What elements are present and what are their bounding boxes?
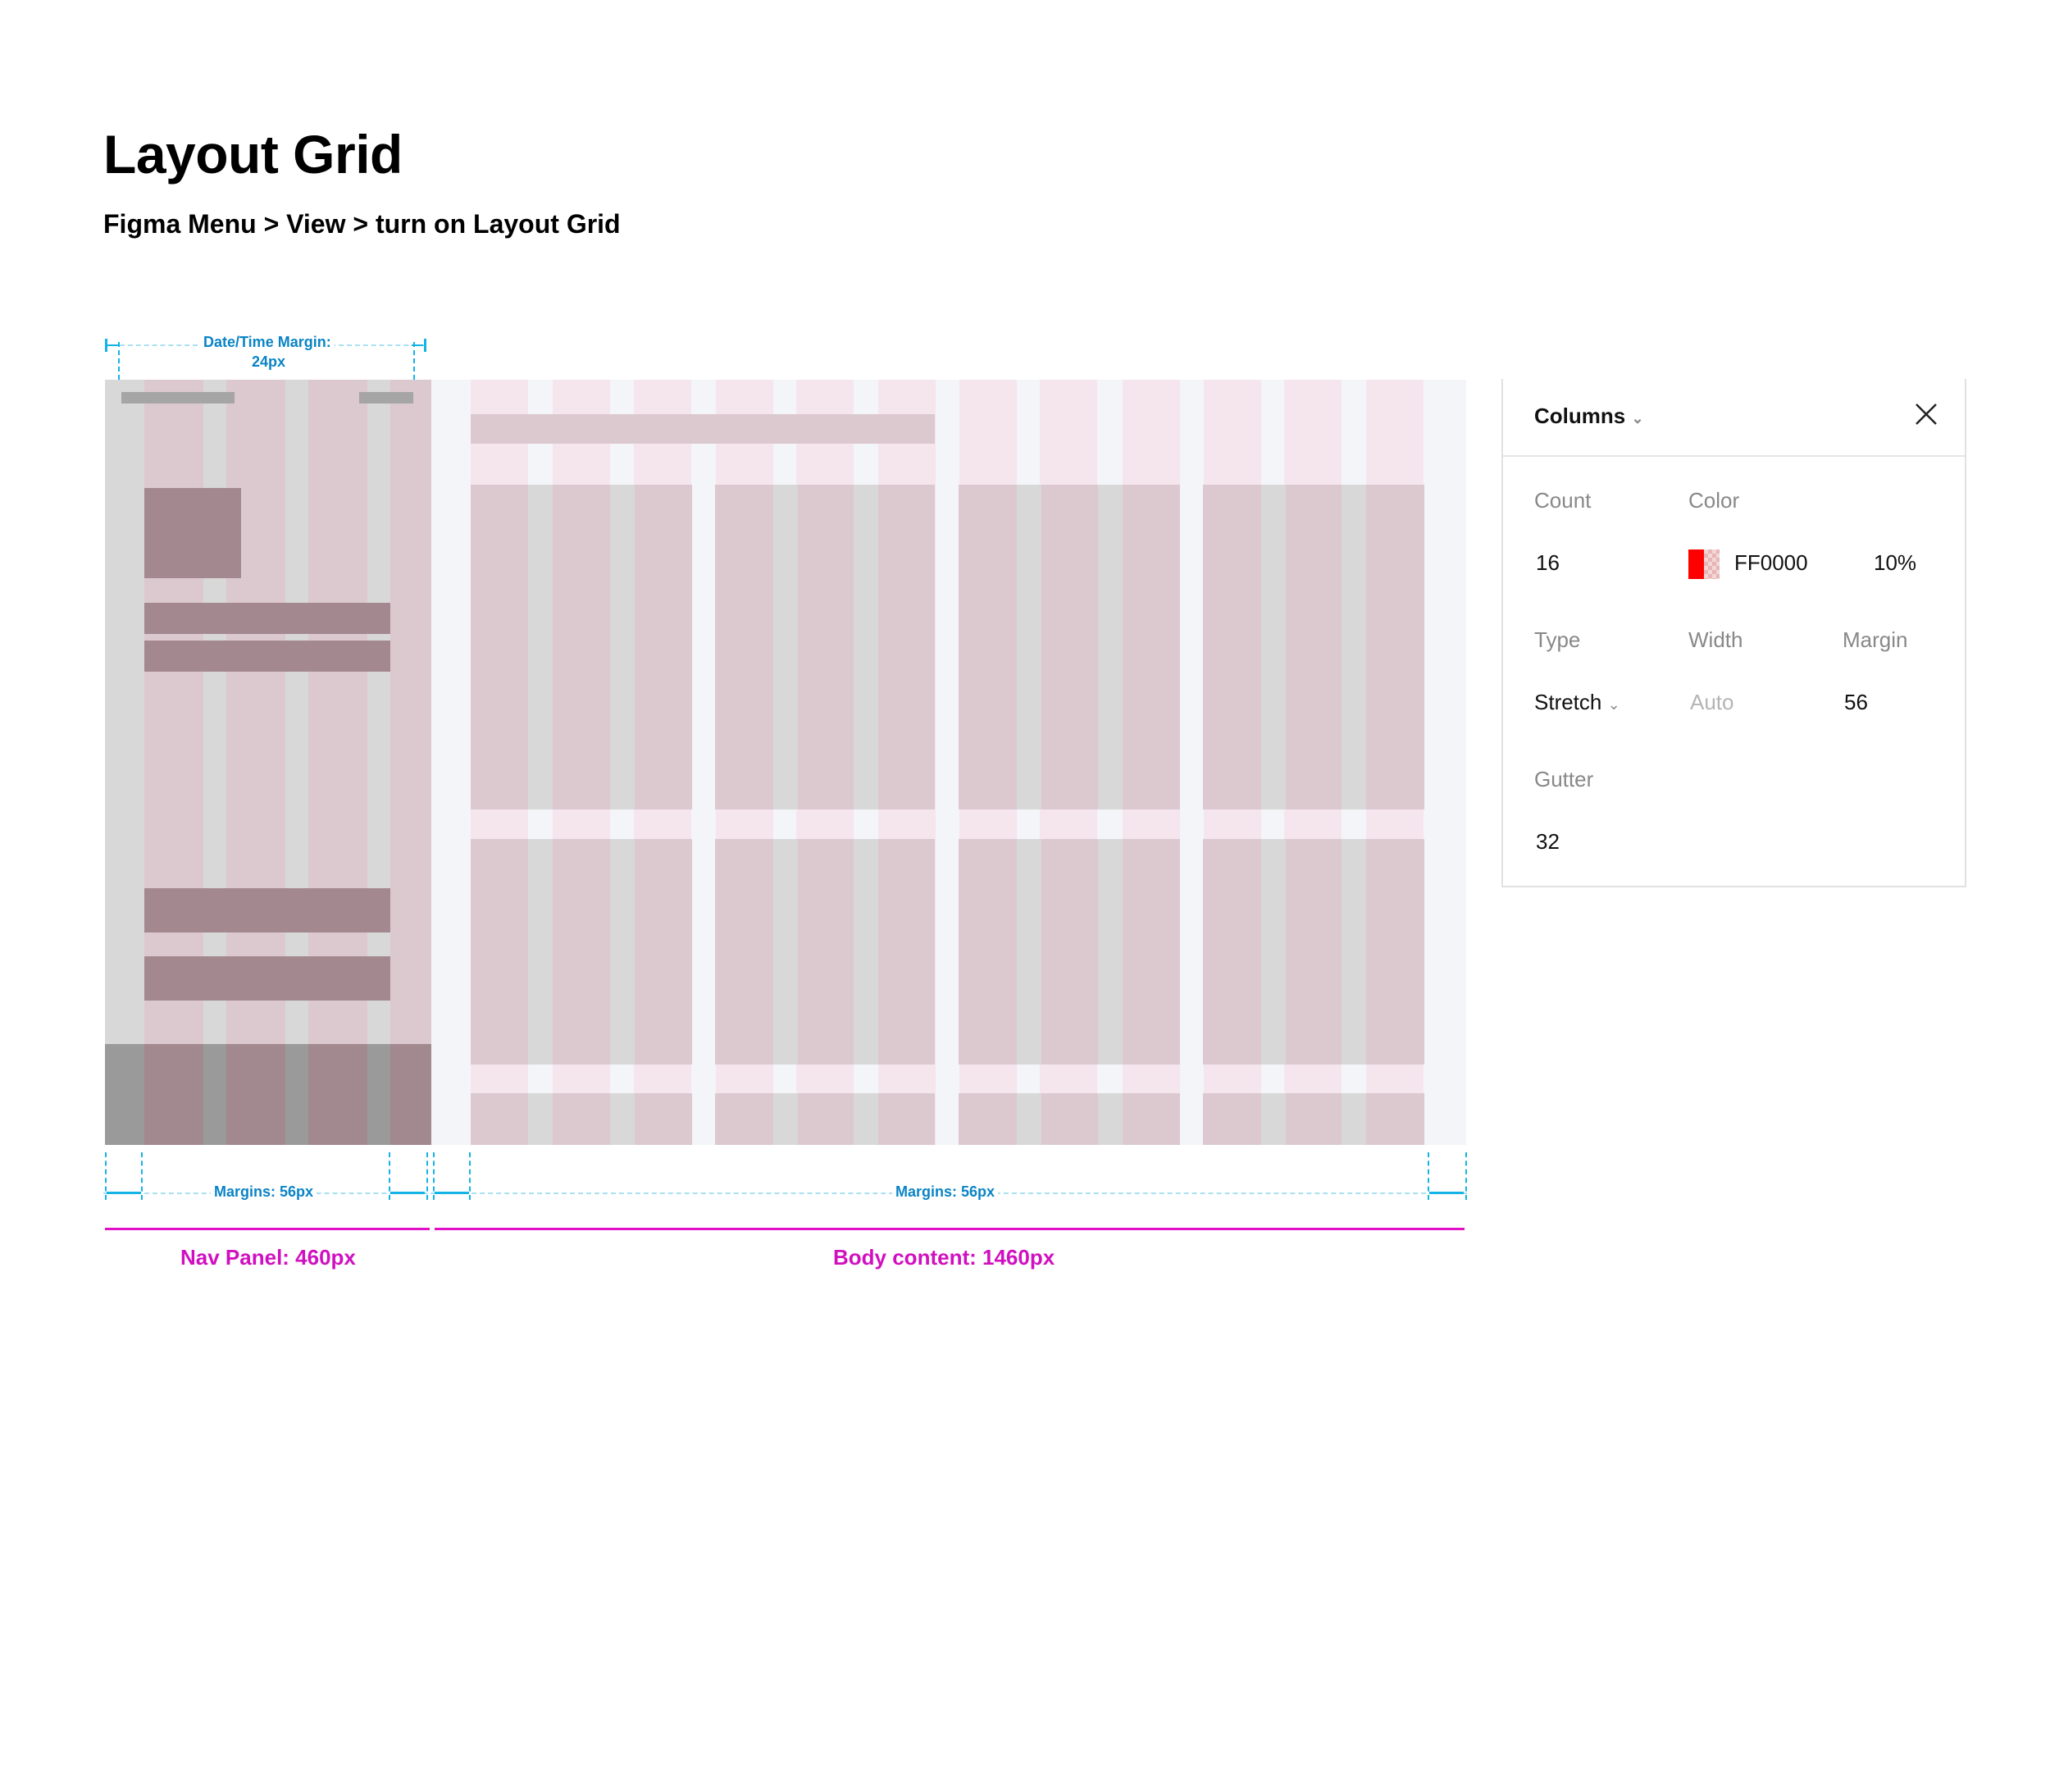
page-title: Layout Grid [103, 124, 403, 185]
nav-gutter [285, 380, 308, 1145]
type-dropdown[interactable]: Stretch ⌄ [1534, 690, 1620, 715]
datetime-margin-value: 24px [248, 353, 289, 371]
color-opacity-input[interactable]: 10% [1874, 550, 1917, 575]
body-width-line [435, 1228, 1465, 1230]
nav-item-placeholder [144, 888, 390, 932]
nav-margin-column [105, 380, 144, 1145]
margins-annotation: Margins: 56px Margins: 56px [103, 1152, 1469, 1202]
page-subtitle: Figma Menu > View > turn on Layout Grid [103, 209, 621, 239]
grid-type-label: Columns [1534, 404, 1626, 428]
type-label: Type [1534, 627, 1581, 652]
gutter-input[interactable]: 32 [1536, 829, 1560, 854]
color-label: Color [1688, 488, 1740, 513]
nav-datetime-placeholder [359, 392, 413, 404]
card-placeholder [715, 839, 935, 1065]
card-placeholder [1203, 1093, 1424, 1145]
nav-panel-width-label: Nav Panel: 460px [180, 1245, 356, 1270]
color-hex-input[interactable]: FF0000 [1734, 550, 1808, 575]
card-placeholder [715, 485, 935, 809]
card-placeholder [959, 839, 1180, 1065]
count-input[interactable]: 16 [1536, 550, 1560, 575]
margin-input[interactable]: 56 [1844, 690, 1868, 714]
card-placeholder [471, 839, 692, 1065]
nav-item-placeholder [144, 603, 390, 634]
panel-header: Columns ⌄ [1503, 379, 1965, 457]
gutter-label: Gutter [1534, 767, 1594, 791]
nav-item-placeholder [144, 956, 390, 1001]
datetime-margin-annotation: Date/Time Margin: 24px [103, 332, 431, 381]
card-placeholder [959, 1093, 1180, 1145]
chevron-down-icon: ⌄ [1631, 410, 1644, 426]
nav-margins-label: Margins: 56px [211, 1183, 317, 1201]
datetime-margin-label: Date/Time Margin: [200, 334, 335, 351]
nav-avatar-placeholder [144, 488, 241, 578]
card-placeholder [1203, 485, 1424, 809]
grid-type-dropdown[interactable]: Columns ⌄ [1534, 404, 1644, 429]
margin-label: Margin [1843, 627, 1908, 652]
card-placeholder [715, 1093, 935, 1145]
nav-logo-placeholder [121, 392, 235, 404]
width-label: Width [1688, 627, 1743, 652]
chevron-down-icon: ⌄ [1607, 696, 1620, 713]
layout-canvas [105, 380, 1466, 1145]
width-input[interactable]: Auto [1690, 690, 1734, 714]
color-swatch-icon[interactable] [1688, 549, 1720, 579]
body-header-placeholder [471, 414, 935, 444]
card-placeholder [1203, 839, 1424, 1065]
nav-item-placeholder [144, 641, 390, 672]
nav-panel-width-line [105, 1228, 430, 1230]
nav-gutter [367, 380, 390, 1145]
body-margins-label: Margins: 56px [892, 1183, 999, 1201]
nav-footer-placeholder [105, 1044, 431, 1145]
layout-grid-settings-panel: Columns ⌄ Count Color 16 FF0000 10% Type… [1501, 379, 1966, 887]
card-placeholder [471, 485, 692, 809]
type-value: Stretch [1534, 690, 1602, 714]
nav-panel [105, 380, 431, 1145]
close-icon[interactable] [1912, 400, 1940, 428]
count-label: Count [1534, 488, 1592, 513]
card-placeholder [471, 1093, 692, 1145]
card-placeholder [959, 485, 1180, 809]
body-content-width-label: Body content: 1460px [833, 1245, 1055, 1270]
